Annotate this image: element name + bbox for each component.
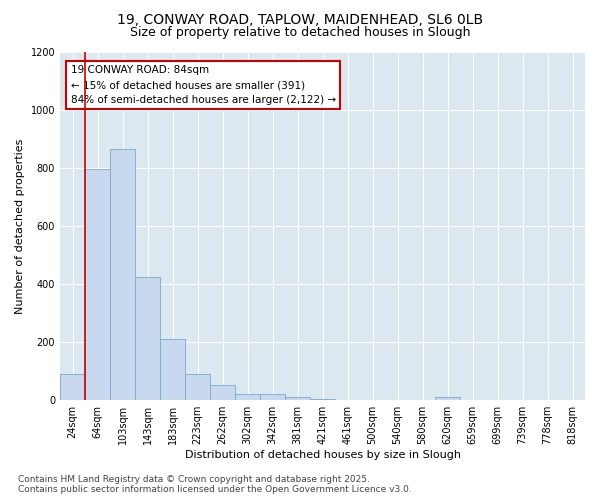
Bar <box>60 374 85 400</box>
Bar <box>185 374 210 400</box>
Bar <box>260 394 285 400</box>
Bar <box>85 169 110 400</box>
Text: 19 CONWAY ROAD: 84sqm
← 15% of detached houses are smaller (391)
84% of semi-det: 19 CONWAY ROAD: 84sqm ← 15% of detached … <box>71 66 335 105</box>
Bar <box>235 394 260 400</box>
X-axis label: Distribution of detached houses by size in Slough: Distribution of detached houses by size … <box>185 450 461 460</box>
Bar <box>135 276 160 400</box>
Bar <box>435 398 460 400</box>
Bar <box>110 149 135 400</box>
Y-axis label: Number of detached properties: Number of detached properties <box>15 138 25 314</box>
Bar <box>285 398 310 400</box>
Bar <box>210 385 235 400</box>
Bar <box>160 339 185 400</box>
Bar <box>310 399 335 400</box>
Text: Size of property relative to detached houses in Slough: Size of property relative to detached ho… <box>130 26 470 39</box>
Text: 19, CONWAY ROAD, TAPLOW, MAIDENHEAD, SL6 0LB: 19, CONWAY ROAD, TAPLOW, MAIDENHEAD, SL6… <box>117 12 483 26</box>
Text: Contains HM Land Registry data © Crown copyright and database right 2025.
Contai: Contains HM Land Registry data © Crown c… <box>18 474 412 494</box>
